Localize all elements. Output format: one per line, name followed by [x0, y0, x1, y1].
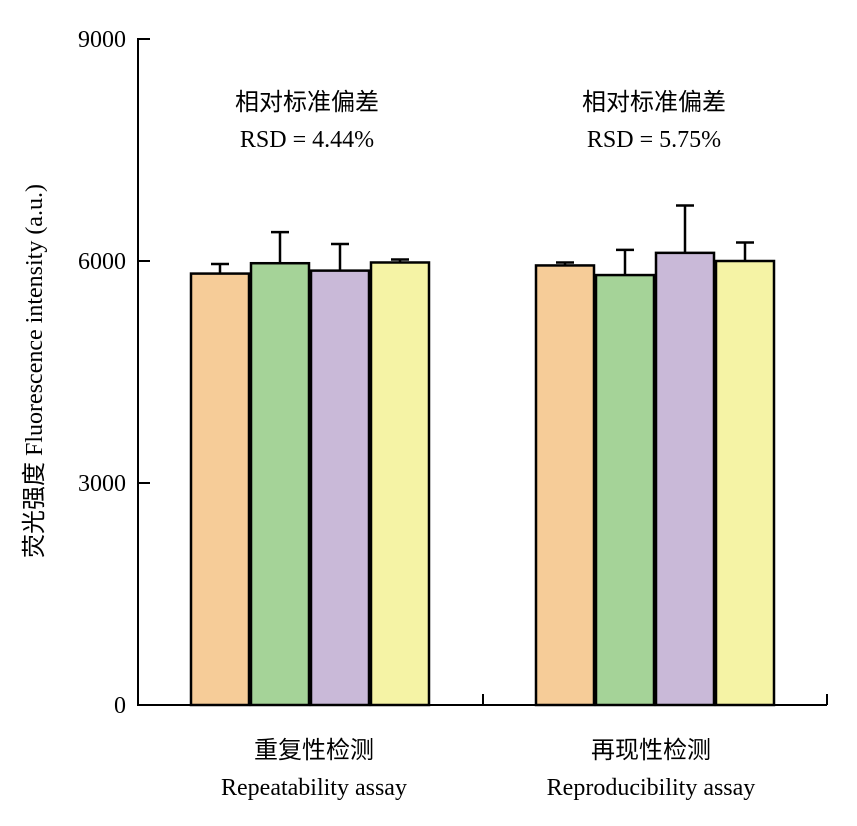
annotation-cn-group-2: 相对标准偏差 [582, 89, 726, 116]
bar-g2-1 [534, 264, 596, 707]
bar-g1-4 [369, 261, 431, 707]
bar-g1-1 [189, 272, 251, 707]
x-label-cn-group-1: 重复性检测 [254, 737, 374, 764]
y-tick-labels: 0 3000 6000 9000 [78, 27, 126, 719]
y-ticks [138, 38, 150, 706]
bar-g2-4 [714, 259, 776, 707]
x-label-cn-group-2: 再现性检测 [591, 737, 711, 764]
annotation-cn-group-1: 相对标准偏差 [235, 89, 379, 116]
bar-g1-2 [249, 261, 311, 707]
y-tick-label-6000: 6000 [78, 249, 126, 275]
annotation-rsd-group-1: RSD = 4.44% [240, 127, 374, 153]
y-axis-label: 荧光强度 Fluorescence intensity (a.u.) [21, 184, 48, 558]
x-label-en-group-2: Reproducibility assay [547, 775, 756, 801]
bar-g1-3 [309, 269, 371, 707]
annotation-rsd-group-2: RSD = 5.75% [587, 127, 721, 153]
bar-g2-2 [594, 273, 656, 707]
bars-layer [189, 204, 776, 707]
x-label-en-group-1: Repeatability assay [221, 775, 407, 801]
y-tick-label-9000: 9000 [78, 27, 126, 53]
bar-g2-3 [654, 251, 716, 707]
y-tick-label-0: 0 [114, 693, 126, 719]
y-tick-label-3000: 3000 [78, 471, 126, 497]
